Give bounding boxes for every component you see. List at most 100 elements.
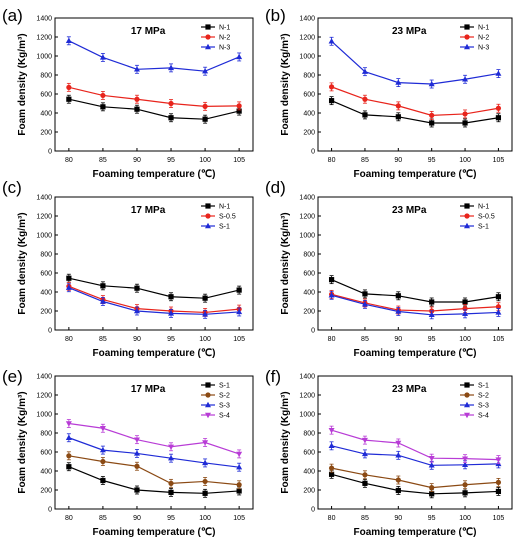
data-point: [236, 103, 242, 109]
series-S-1: [328, 290, 502, 320]
series-line: [331, 445, 499, 466]
legend-marker: [464, 34, 470, 40]
data-point: [168, 454, 175, 461]
y-tick-label: 600: [303, 450, 315, 457]
data-point: [168, 294, 174, 300]
data-point: [361, 450, 368, 457]
data-point: [362, 291, 368, 297]
chart-title: 17 MPa: [131, 384, 166, 395]
y-tick-label: 600: [303, 92, 315, 99]
legend-marker: [464, 392, 470, 398]
series-line: [68, 277, 240, 299]
series-line: [68, 40, 240, 72]
data-point: [462, 299, 468, 305]
data-point: [236, 53, 243, 60]
x-tick-label: 85: [99, 515, 107, 522]
legend-label: S-0.5: [219, 214, 236, 221]
x-tick-label: 90: [394, 515, 402, 522]
legend-label: S-1: [219, 383, 230, 390]
legend-label: S-1: [219, 224, 230, 231]
data-point: [100, 104, 106, 110]
legend-label: N-1: [478, 204, 489, 211]
data-point: [99, 446, 106, 453]
series-line: [331, 294, 499, 316]
legend-label: S-3: [219, 403, 230, 410]
y-tick-label: 800: [303, 431, 315, 438]
x-tick-label: 85: [99, 336, 107, 343]
panel-label: (a): [2, 6, 23, 25]
legend-label: N-1: [478, 25, 489, 32]
chart-panel-3: (c) 17 MPa 0 200 400 600 800 1000 1200 1400 80 85 90…: [2, 178, 254, 359]
y-tick-label: 400: [40, 469, 52, 476]
y-tick-label: 0: [311, 328, 315, 335]
plot-frame: [54, 196, 254, 331]
legend-label: S-1: [478, 224, 489, 231]
data-point: [328, 427, 335, 434]
data-point: [395, 79, 402, 85]
x-tick-label: 90: [133, 157, 141, 164]
x-tick-label: 90: [133, 515, 141, 522]
series-S-1: [66, 462, 242, 498]
x-tick-label: 95: [428, 336, 436, 343]
y-axis-title: Foam density (Kg/m³): [17, 33, 28, 135]
panel-label: (c): [2, 178, 22, 197]
chart-panel-5: (e) 17 MPa 0 200 400 600 800 1000 1200 1400 80 85 90…: [2, 367, 254, 538]
plot-frame: [317, 17, 513, 152]
data-point: [66, 84, 72, 90]
series-N-1: [328, 96, 502, 128]
series-line: [331, 100, 499, 124]
y-tick-label: 600: [40, 92, 52, 99]
data-point: [495, 294, 502, 300]
data-point: [133, 66, 140, 72]
chart-title: 17 MPa: [131, 205, 166, 216]
data-point: [66, 464, 72, 470]
data-point: [462, 111, 468, 117]
y-tick-label: 1000: [36, 233, 52, 240]
x-axis-title: Foaming temperature (℃): [93, 348, 216, 359]
data-point: [66, 275, 72, 281]
data-point: [236, 108, 242, 114]
data-point: [495, 479, 502, 485]
series-line: [68, 437, 240, 468]
legend-label: N-1: [219, 25, 230, 32]
legend-label: S-2: [219, 393, 230, 400]
y-axis-title: Foam density (Kg/m³): [280, 212, 291, 314]
y-tick-label: 1400: [299, 195, 315, 202]
legend-marker: [205, 213, 211, 219]
data-point: [328, 84, 335, 90]
data-point: [202, 295, 208, 301]
x-tick-label: 105: [493, 157, 505, 164]
panel-label: (b): [265, 6, 286, 25]
data-point: [395, 440, 402, 447]
legend-label: S-0.5: [478, 214, 495, 221]
y-tick-label: 800: [40, 252, 52, 259]
data-point: [168, 115, 174, 121]
series-N-2: [66, 82, 242, 111]
data-point: [395, 103, 401, 109]
data-point: [100, 458, 106, 465]
series-line: [68, 285, 240, 314]
legend-label: S-1: [478, 383, 489, 390]
data-point: [133, 450, 140, 456]
x-tick-label: 105: [493, 515, 505, 522]
y-tick-label: 1200: [36, 35, 52, 42]
legend-marker: [205, 392, 211, 398]
series-line: [331, 473, 499, 495]
data-point: [202, 311, 209, 317]
y-tick-label: 1200: [36, 214, 52, 221]
y-tick-label: 1000: [299, 412, 315, 419]
series-S-3: [328, 441, 502, 470]
x-tick-label: 85: [361, 157, 369, 164]
data-point: [361, 301, 368, 307]
y-tick-label: 1000: [299, 233, 315, 240]
legend-label: N-3: [219, 45, 230, 52]
data-point: [202, 68, 209, 74]
data-point: [168, 489, 174, 495]
y-axis-title: Foam density (Kg/m³): [17, 212, 28, 314]
data-point: [202, 490, 208, 496]
x-tick-label: 80: [328, 157, 336, 164]
y-tick-label: 1200: [299, 214, 315, 221]
series-N-3: [65, 36, 243, 76]
plot-frame: [54, 17, 254, 152]
series-S-2: [328, 463, 502, 493]
